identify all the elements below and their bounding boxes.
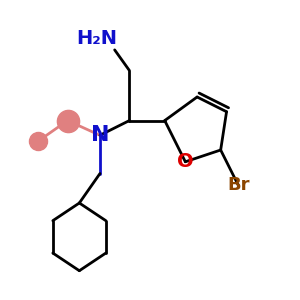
Text: H₂N: H₂N (76, 28, 118, 48)
Text: N: N (91, 125, 109, 145)
Text: Br: Br (227, 176, 250, 194)
Text: O: O (177, 152, 194, 171)
